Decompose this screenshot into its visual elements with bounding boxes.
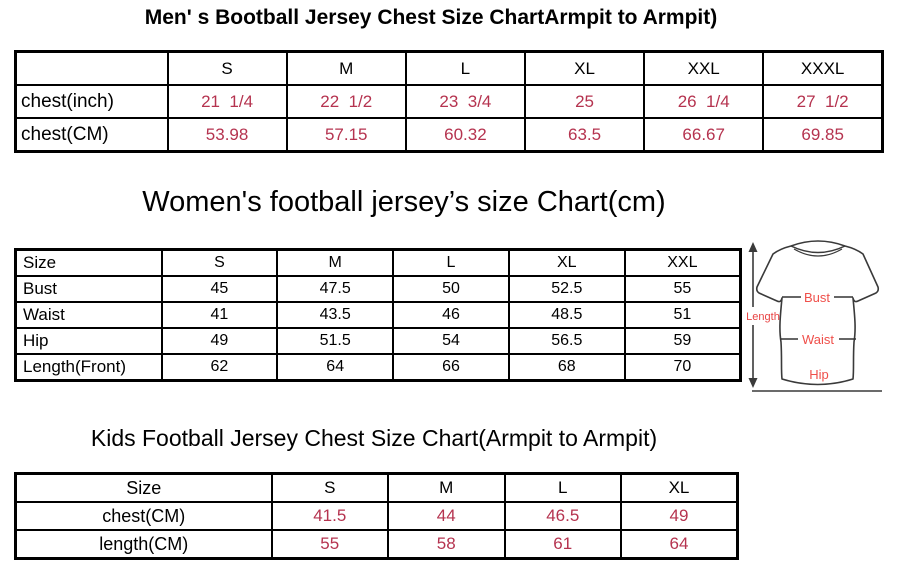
table-cell: 48.5 bbox=[507, 301, 626, 329]
table-cell: 62 bbox=[160, 353, 279, 382]
table-cell: 22 1/2 bbox=[285, 84, 407, 119]
table-cell: Size bbox=[14, 472, 273, 503]
table-cell: S bbox=[166, 50, 288, 86]
men-chart-title: Men' s Bootball Jersey Chest Size ChartA… bbox=[144, 6, 718, 29]
table-cell: 54 bbox=[392, 327, 510, 355]
kids-chart-title: Kids Football Jersey Chest Size Chart(Ar… bbox=[90, 425, 658, 451]
tshirt-outline-icon bbox=[755, 240, 880, 386]
table-row: S M L XL XXL XXXL bbox=[14, 50, 884, 86]
table-cell: 56.5 bbox=[507, 327, 626, 355]
table-cell: 25 bbox=[523, 84, 646, 119]
table-cell: XL bbox=[620, 472, 739, 503]
table-cell: 66.67 bbox=[643, 117, 765, 153]
table-cell: 46 bbox=[392, 301, 510, 329]
waist-label: Waist bbox=[802, 332, 834, 347]
table-cell: 64 bbox=[276, 353, 395, 382]
table-cell: 59 bbox=[623, 327, 742, 355]
table-cell: XL bbox=[523, 50, 646, 86]
table-cell: XXXL bbox=[762, 50, 884, 86]
table-cell: Length(Front) bbox=[14, 353, 163, 382]
table-cell: 58 bbox=[387, 529, 506, 560]
table-row: chest(inch) 21 1/4 22 1/2 23 3/4 25 26 1/4 27 … bbox=[14, 84, 884, 119]
table-cell: Bust bbox=[14, 275, 163, 303]
table-cell: 51 bbox=[623, 301, 742, 329]
table-cell: 66 bbox=[392, 353, 510, 382]
table-cell: XL bbox=[507, 248, 626, 277]
table-cell: M bbox=[276, 248, 395, 277]
table-cell: 41.5 bbox=[270, 501, 389, 531]
table-cell: L bbox=[503, 472, 622, 503]
men-size-table: S M L XL XXL XXXL chest(inch) 21 1/4 22 1/2 23 3/… bbox=[14, 50, 884, 153]
table-cell: 50 bbox=[392, 275, 510, 303]
table-cell: 55 bbox=[270, 529, 389, 560]
table-cell: 49 bbox=[620, 501, 739, 531]
table-cell: Size bbox=[14, 248, 163, 277]
table-cell: length(CM) bbox=[14, 529, 273, 560]
table-row: Bust 45 47.5 50 52.5 55 bbox=[14, 275, 742, 303]
length-label: Length bbox=[746, 311, 780, 323]
hip-label: Hip bbox=[809, 367, 829, 382]
table-cell: 52.5 bbox=[507, 275, 626, 303]
table-cell: M bbox=[285, 50, 407, 86]
table-cell: L bbox=[404, 50, 526, 86]
women-chart-title: Women's football jersey’s size Chart(cm) bbox=[142, 186, 666, 218]
table-cell: 23 3/4 bbox=[404, 84, 526, 119]
table-row: Size S M L XL bbox=[14, 472, 739, 503]
table-cell: 69.85 bbox=[762, 117, 884, 153]
table-row: Size S M L XL XXL bbox=[14, 248, 742, 277]
table-cell: 64 bbox=[620, 529, 739, 560]
table-row: Length(Front) 62 64 66 68 70 bbox=[14, 353, 742, 382]
table-cell: Waist bbox=[14, 301, 163, 329]
arrow-down-icon bbox=[748, 378, 758, 388]
table-cell: chest(CM) bbox=[14, 501, 273, 531]
table-row: chest(CM) 53.98 57.15 60.32 63.5 66.67 69.85 bbox=[14, 117, 884, 153]
table-cell: 21 1/4 bbox=[166, 84, 288, 119]
table-cell: 61 bbox=[503, 529, 622, 560]
table-cell: 51.5 bbox=[276, 327, 395, 355]
table-row: Hip 49 51.5 54 56.5 59 bbox=[14, 327, 742, 355]
table-cell: 44 bbox=[387, 501, 506, 531]
table-cell: 57.15 bbox=[285, 117, 407, 153]
table-cell: 60.32 bbox=[404, 117, 526, 153]
table-cell: S bbox=[160, 248, 279, 277]
table-row: chest(CM) 41.5 44 46.5 49 bbox=[14, 501, 739, 531]
arrow-up-icon bbox=[748, 242, 758, 252]
collar-band-icon bbox=[790, 245, 846, 254]
table-row: length(CM) 55 58 61 64 bbox=[14, 529, 739, 560]
collar-band-inner-icon bbox=[793, 248, 843, 257]
table-cell: 41 bbox=[160, 301, 279, 329]
table-cell: 43.5 bbox=[276, 301, 395, 329]
table-cell: XXL bbox=[643, 50, 765, 86]
table-cell: 55 bbox=[623, 275, 742, 303]
tshirt-measurement-diagram: Bust Waist Hip Length bbox=[746, 240, 882, 392]
table-cell: 49 bbox=[160, 327, 279, 355]
table-row: Waist 41 43.5 46 48.5 51 bbox=[14, 301, 742, 329]
bust-label: Bust bbox=[804, 290, 830, 305]
kids-size-table: Size S M L XL chest(CM) 41.5 44 46.5 49 length(CM)… bbox=[14, 472, 739, 560]
table-cell: 45 bbox=[160, 275, 279, 303]
table-cell: 70 bbox=[623, 353, 742, 382]
table-cell: Hip bbox=[14, 327, 163, 355]
table-cell: 47.5 bbox=[276, 275, 395, 303]
table-cell bbox=[14, 50, 169, 86]
table-cell: L bbox=[392, 248, 510, 277]
table-cell: chest(CM) bbox=[14, 117, 169, 153]
table-cell: XXL bbox=[623, 248, 742, 277]
table-cell: 63.5 bbox=[523, 117, 646, 153]
table-cell: M bbox=[387, 472, 506, 503]
table-cell: 68 bbox=[507, 353, 626, 382]
women-size-table: Size S M L XL XXL Bust 45 47.5 50 52.5 55 Waist 41 43.… bbox=[14, 248, 742, 382]
table-cell: 46.5 bbox=[503, 501, 622, 531]
table-cell: 53.98 bbox=[166, 117, 288, 153]
table-cell: 26 1/4 bbox=[643, 84, 765, 119]
table-cell: S bbox=[270, 472, 389, 503]
table-cell: chest(inch) bbox=[14, 84, 169, 119]
table-cell: 27 1/2 bbox=[762, 84, 884, 119]
